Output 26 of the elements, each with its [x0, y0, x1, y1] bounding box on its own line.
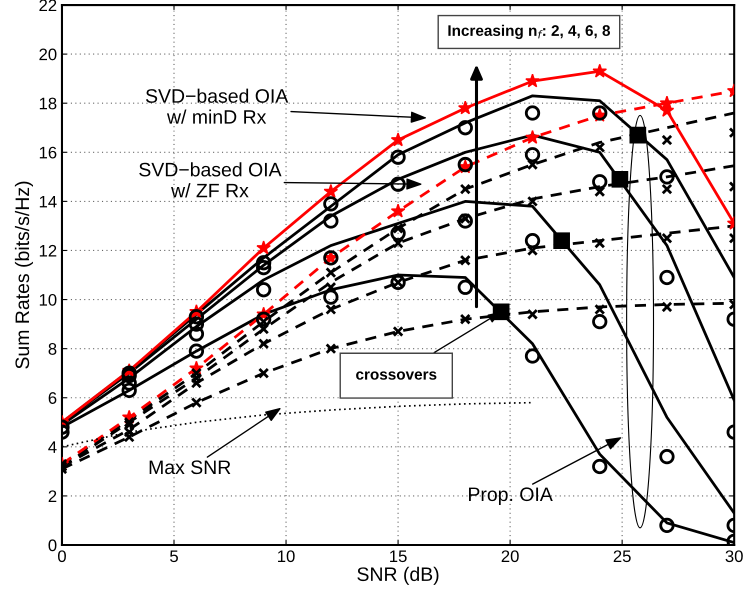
x-axis-title: SNR (dB) [357, 566, 438, 585]
y-tick-label: 16 [40, 146, 56, 158]
y-tick-label: 12 [40, 244, 56, 257]
y-tick-label: 18 [40, 98, 56, 110]
annotation: SVD−based OIA w/ ZF Rx [139, 162, 282, 198]
y-tick-label: 8 [48, 343, 56, 355]
annotation: Max SNR [150, 460, 230, 474]
y-tick-label: 10 [40, 294, 56, 306]
annotation: Prop. OIA [469, 487, 553, 505]
x-tick-label: 30 [726, 550, 743, 562]
y-tick-label: 2 [48, 490, 56, 502]
annotation: Increasing n$_{f}$: 2, 4, 6, 8 [448, 24, 610, 40]
y-tick-label: 0 [48, 539, 56, 552]
x-tick-label: 5 [170, 550, 178, 562]
y-tick-label: 20 [39, 48, 56, 60]
x-tick-label: 25 [614, 550, 631, 562]
x-tick-label: 15 [390, 550, 407, 562]
y-tick-label: 6 [48, 392, 56, 404]
x-tick-label: 10 [278, 550, 295, 562]
annotation: crossovers [356, 371, 436, 380]
y-axis-title: Sum Rates (bits/s/Hz) [14, 182, 34, 369]
x-tick-label: 20 [502, 550, 519, 562]
annotation: SVD−based OIA w/ minD Rx [146, 88, 288, 124]
y-tick-label: 14 [40, 196, 57, 208]
x-tick-label: 0 [58, 550, 66, 562]
y-tick-label: 4 [48, 441, 57, 453]
